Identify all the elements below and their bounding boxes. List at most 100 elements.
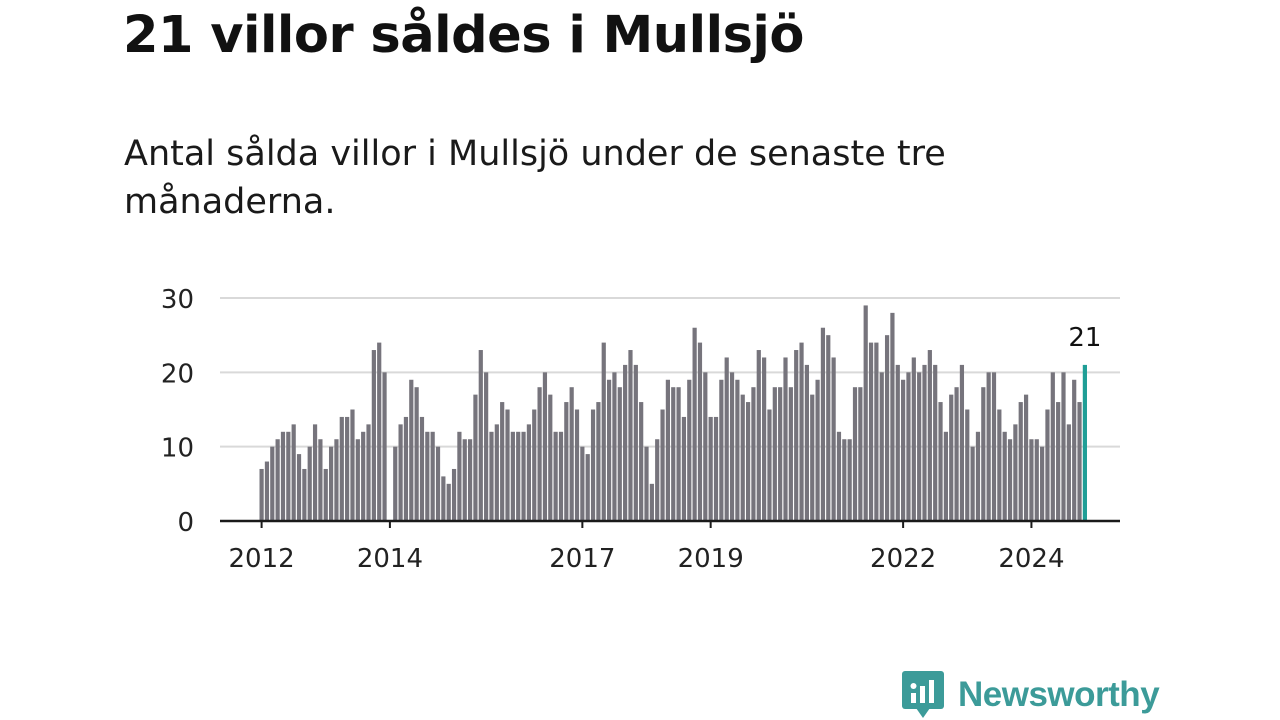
bar [975, 431, 981, 521]
bar [799, 342, 804, 521]
bar [943, 431, 948, 521]
bar [826, 335, 831, 521]
newsworthy-logo: Newsworthy [902, 671, 1160, 719]
bar [414, 387, 419, 521]
bar [628, 350, 633, 521]
bar [890, 312, 895, 521]
bar [307, 446, 312, 521]
y-tick-label: 10 [161, 434, 194, 464]
bar [393, 446, 398, 521]
bar [500, 402, 505, 521]
bar [1072, 379, 1077, 521]
bar [863, 305, 868, 521]
bar [965, 409, 970, 521]
bar [954, 387, 959, 521]
x-tick-label: 2022 [870, 544, 936, 574]
bar [911, 357, 916, 521]
bar [687, 379, 692, 521]
bar [836, 431, 842, 521]
x-tick-label: 2017 [549, 544, 615, 574]
newsworthy-logo-icon [902, 671, 944, 718]
bar [1061, 372, 1066, 521]
bar [270, 446, 275, 521]
chart-subtitle: Antal sålda villor i Mullsjö under de se… [124, 134, 946, 222]
bar [1029, 439, 1034, 521]
bar [574, 409, 580, 521]
bar [778, 387, 783, 521]
x-axis [220, 519, 1120, 528]
bar [970, 446, 975, 521]
bar [537, 387, 542, 521]
bar [425, 431, 430, 521]
bar [708, 416, 713, 521]
bar [473, 394, 478, 521]
bar [462, 439, 467, 521]
bar [1066, 424, 1071, 521]
bar [494, 424, 499, 521]
bar [981, 387, 986, 521]
bar [633, 364, 638, 521]
bar [521, 431, 526, 521]
bar [328, 446, 334, 521]
bar [831, 357, 836, 521]
bar [745, 402, 751, 521]
bar [291, 424, 296, 521]
bar [564, 402, 569, 521]
bar [296, 454, 302, 521]
annotations: 21 [1068, 323, 1101, 353]
bar [371, 350, 376, 521]
bar [762, 357, 767, 521]
bar [681, 416, 687, 521]
bar [558, 431, 564, 521]
bar [671, 387, 676, 521]
bar [810, 394, 815, 521]
bar [382, 372, 387, 521]
y-axis-labels: 0 10 20 30 [161, 285, 194, 538]
bar-chart: 0 10 20 30 2012 2014 2017 2019 2022 2024 21 [161, 285, 1120, 574]
bar [264, 461, 270, 521]
bar [729, 372, 735, 521]
bar [532, 409, 537, 521]
bar [585, 454, 590, 521]
bar [275, 439, 280, 521]
bar [1018, 402, 1023, 521]
bar [467, 439, 473, 521]
x-axis-labels: 2012 2014 2017 2019 2022 2024 [229, 544, 1065, 574]
bar [312, 424, 318, 521]
y-tick-label: 0 [177, 508, 194, 538]
bar [676, 387, 681, 521]
bar [697, 342, 703, 521]
bar [1007, 439, 1013, 521]
bar [1050, 372, 1055, 521]
bar [623, 364, 628, 521]
bar [933, 364, 938, 521]
bar [596, 402, 601, 521]
bar [991, 372, 997, 521]
bar [478, 350, 483, 521]
bar [794, 350, 799, 521]
page-title: 21 villor såldes i Mullsjö [123, 6, 804, 65]
bar [639, 402, 644, 521]
bar [553, 431, 558, 521]
bar [713, 416, 719, 521]
bar [740, 394, 745, 521]
bar [377, 342, 382, 521]
x-tick-label: 2012 [229, 544, 295, 574]
bar [906, 372, 911, 521]
bar [259, 468, 264, 521]
x-tick-label: 2019 [678, 544, 744, 574]
bar [1013, 424, 1018, 521]
bar [403, 416, 409, 521]
bar [398, 424, 403, 521]
bar [842, 439, 847, 521]
x-tick-label: 2014 [357, 544, 423, 574]
bar [419, 416, 425, 521]
bar [751, 387, 756, 521]
x-tick-label: 2024 [998, 544, 1064, 574]
y-tick-label: 20 [161, 359, 194, 389]
bar [901, 379, 906, 521]
bar [820, 327, 826, 521]
bars [259, 305, 1087, 521]
bar [847, 439, 852, 521]
bar [649, 483, 654, 521]
